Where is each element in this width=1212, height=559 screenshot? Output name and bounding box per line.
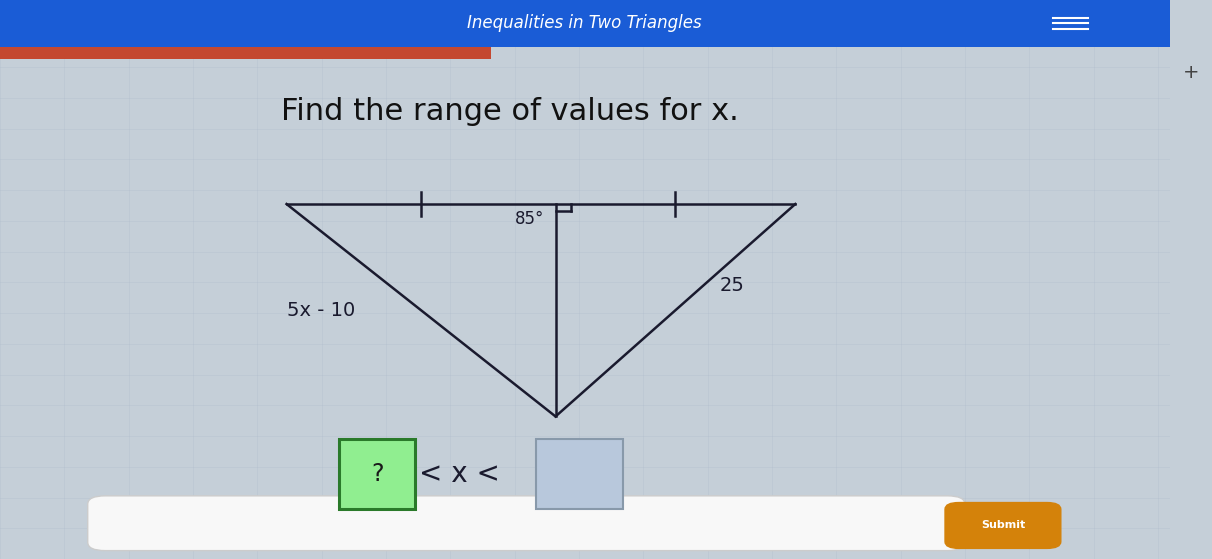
Text: 25: 25 xyxy=(719,276,744,295)
Text: +: + xyxy=(1183,63,1199,82)
Text: Inequalities in Two Triangles: Inequalities in Two Triangles xyxy=(468,15,702,32)
FancyBboxPatch shape xyxy=(945,503,1060,548)
Text: 85°: 85° xyxy=(514,210,544,228)
Bar xyxy=(0,47,491,59)
Bar xyxy=(0,0,1170,47)
Text: Submit: Submit xyxy=(981,520,1025,530)
Text: 5x - 10: 5x - 10 xyxy=(286,301,355,320)
Text: < x <: < x < xyxy=(418,459,499,488)
Text: Find the range of values for x.: Find the range of values for x. xyxy=(281,97,738,126)
FancyBboxPatch shape xyxy=(339,439,416,509)
FancyBboxPatch shape xyxy=(536,439,623,509)
Text: ?: ? xyxy=(371,462,383,486)
FancyBboxPatch shape xyxy=(87,496,965,551)
